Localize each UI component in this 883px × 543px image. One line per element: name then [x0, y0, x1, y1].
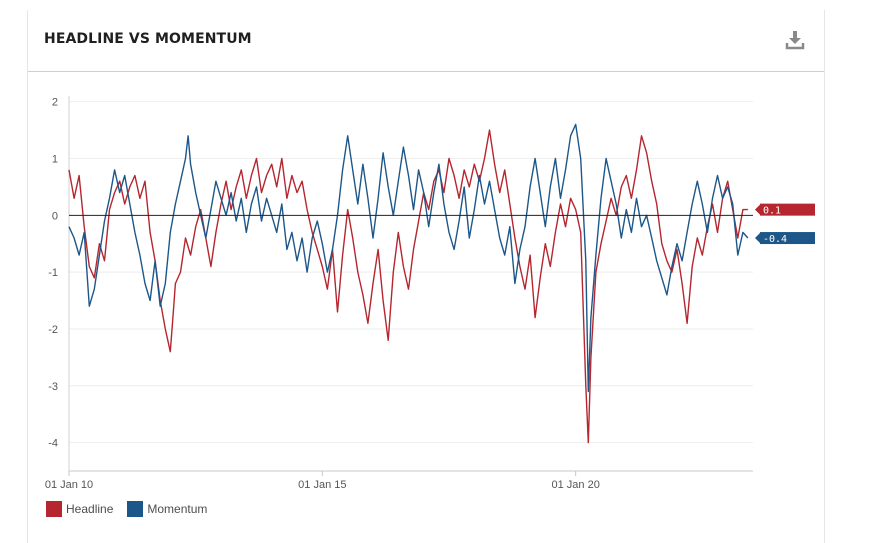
x-tick-label: 01 Jan 20: [552, 479, 600, 490]
series-line-momentum: [68, 123, 749, 393]
y-tick-label: 2: [52, 97, 58, 109]
series-line-headline: [68, 129, 748, 444]
last-value-badge-momentum: -0.4: [755, 232, 815, 245]
y-tick-label: -3: [48, 381, 58, 393]
download-button[interactable]: [784, 29, 806, 51]
legend-label-headline: Headline: [66, 502, 114, 516]
badge-box: [760, 203, 815, 216]
line-chart: 2 1 0 -1 -2 -3 -4 01 Jan 10 01 Jan 15 01 Jan 20 0.…: [45, 96, 815, 490]
badge-value: 0.1: [763, 206, 781, 217]
legend-swatch-headline: [46, 501, 62, 517]
legend-item-momentum[interactable]: Momentum: [127, 501, 207, 517]
y-tick-label: -4: [48, 438, 58, 450]
chart-card: HEADLINE VS MOMENTUM 2 1 0 -1 -2 -3 -4 01 Jan 1…: [27, 10, 825, 543]
legend-swatch-momentum: [127, 501, 144, 517]
y-tick-label: -2: [48, 324, 58, 336]
chart-title: HEADLINE VS MOMENTUM: [44, 31, 252, 47]
badge-pointer: [755, 232, 761, 245]
y-tick-label: 1: [52, 154, 58, 166]
badge-box: [760, 232, 815, 245]
chart-legend: Headline Momentum: [46, 500, 221, 518]
legend-item-headline[interactable]: Headline: [46, 501, 113, 517]
y-tick-label: 0: [52, 210, 58, 222]
x-tick-label: 01 Jan 10: [45, 479, 93, 490]
last-value-badge-headline: 0.1: [755, 203, 815, 217]
download-icon: [785, 31, 805, 50]
x-tick-label: 01 Jan 15: [298, 479, 346, 490]
badge-value: -0.4: [763, 234, 787, 245]
card-header: HEADLINE VS MOMENTUM: [28, 10, 824, 72]
y-tick-label: -1: [48, 267, 58, 279]
badge-pointer: [755, 203, 761, 216]
legend-label-momentum: Momentum: [147, 502, 208, 516]
